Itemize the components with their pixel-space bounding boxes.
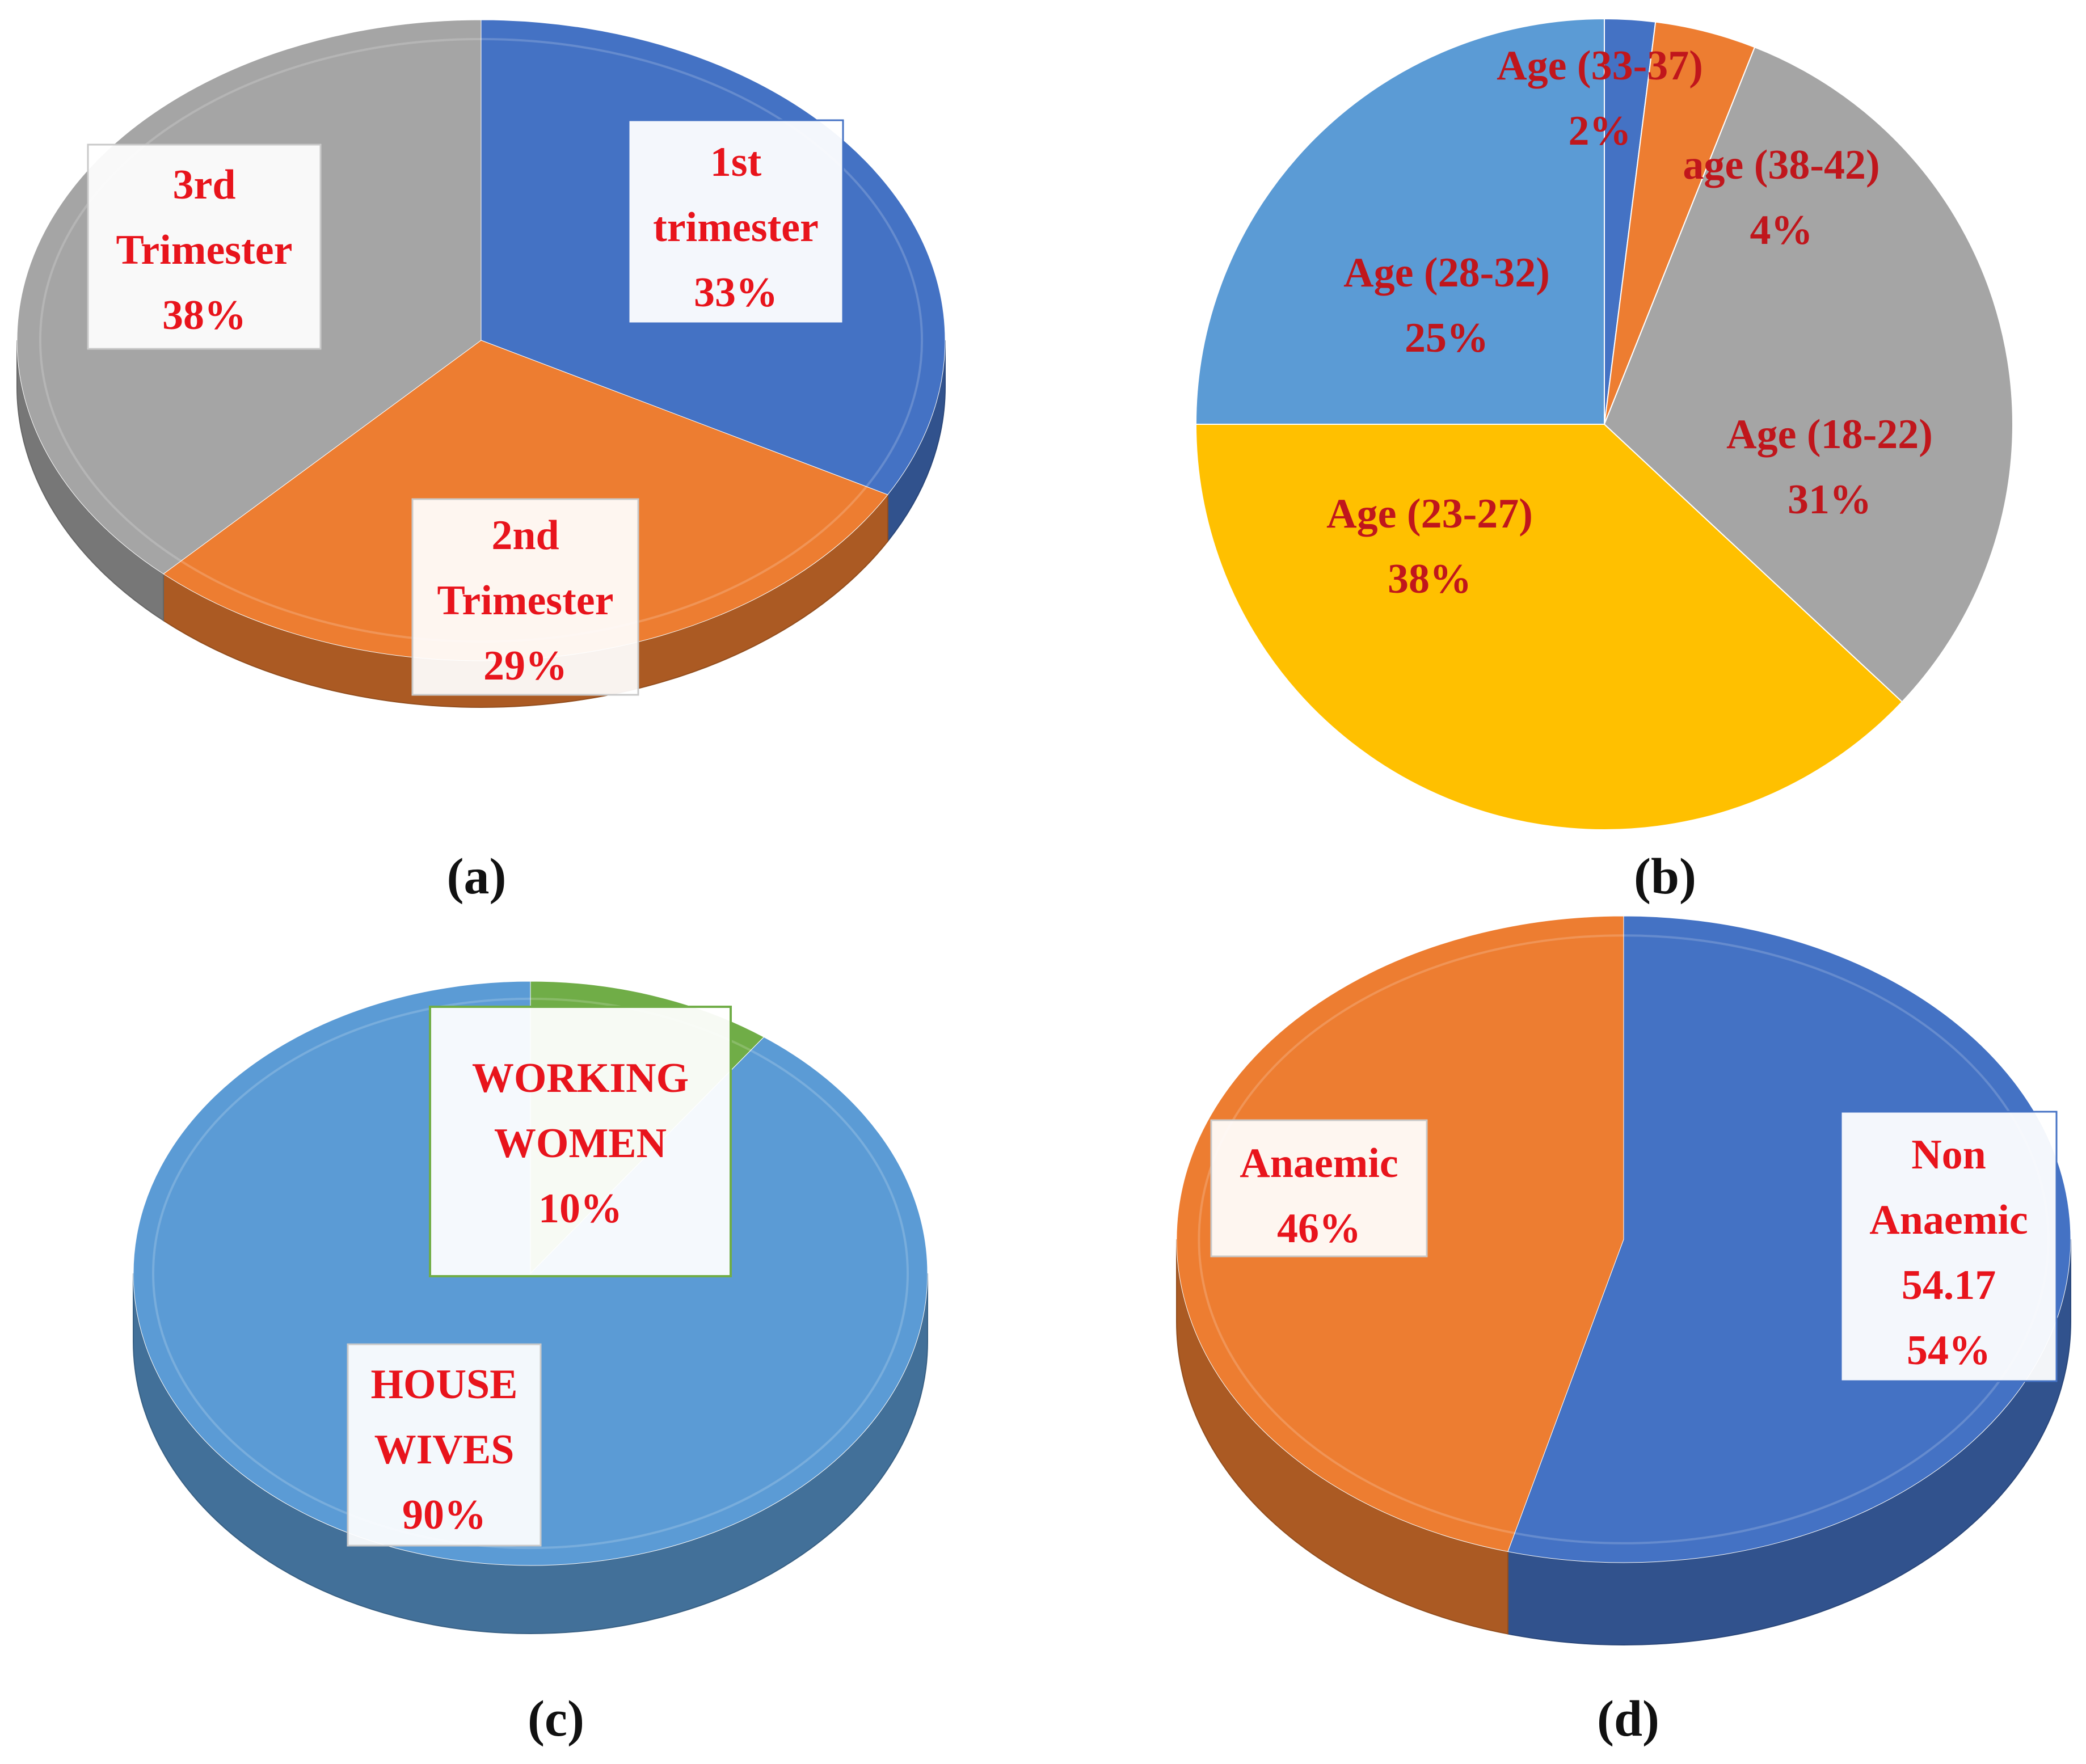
label-line: WOMEN [494,1120,667,1167]
label-house-wives: HOUSE WIVES 90% [347,1343,542,1547]
caption-c: (c) [528,1691,584,1747]
label-age-38-42: age (38-42) 4% [1683,142,1879,254]
label-line: Age (18-22) [1726,411,1933,458]
label-line: Trimester [116,227,293,273]
label-value: 10% [538,1185,622,1232]
label-box [411,498,639,696]
label-age-33-37: Age (33-37) 2% [1497,43,1703,154]
label-line: 3rd [173,162,236,208]
pie-chart-c: WORKING WOMEN 10% HOUSE WIVES 90% (c) [133,981,928,1747]
label-line: Anaemic [1869,1197,2028,1243]
label-anaemic: Anaemic 46% [1210,1119,1428,1257]
label-box [347,1343,542,1547]
label-box [1210,1119,1428,1257]
label-value: 2% [1569,108,1632,154]
label-line: Age (33-37) [1497,43,1703,89]
slice-age-23-27 [1195,424,1903,830]
label-box [627,119,844,324]
slice-age-38-42 [1604,21,1756,425]
label-line: Non [1911,1132,1986,1178]
label-value: 33% [694,269,778,316]
label-line: Age (23-27) [1326,491,1533,537]
label-1st-trimester: 1st trimester 33% [627,119,844,324]
label-line: WIVES [374,1427,515,1473]
label-value: 54% [1907,1327,1991,1374]
label-line: Anaemic [1240,1140,1398,1187]
label-line: HOUSE [370,1361,517,1408]
label-line: 2nd [491,512,559,559]
label-line: WORKING [472,1055,689,1102]
label-line: Trimester [437,577,614,624]
slice-non-anaemic [1507,915,2071,1563]
label-line: trimester [653,204,819,251]
pie-chart-a: 1st trimester 33% 2nd Trimester 29% 3rd … [16,19,946,905]
label-age-28-32: Age (28-32) 25% [1343,250,1550,361]
label-value: 25% [1405,315,1489,361]
caption-d: (d) [1597,1691,1659,1747]
label-line: 1st [710,139,762,185]
label-value: 29% [483,643,567,689]
label-box [87,144,322,350]
slice-age-18-22 [1603,46,2013,703]
label-value: 31% [1788,476,1872,523]
label-non-anaemic: Non Anaemic 54.17 54% [1840,1111,2058,1382]
label-line: age (38-42) [1683,142,1879,188]
caption-b: (b) [1634,849,1696,905]
label-3rd-trimester: 3rd Trimester 38% [87,144,322,350]
label-age-23-27: Age (23-27) 38% [1326,491,1533,602]
label-box [429,1006,732,1277]
caption-a: (a) [447,849,507,905]
label-value: 38% [1388,556,1472,602]
slice-age-28-32 [1195,18,1605,425]
pie-chart-d: Non Anaemic 54.17 54% Anaemic 46% (d) [1176,915,2071,1747]
label-line: Age (28-32) [1343,250,1550,296]
label-value: 4% [1750,207,1813,254]
label-value: 90% [402,1492,486,1538]
label-working-women: WORKING WOMEN 10% [429,1006,732,1277]
label-2nd-trimester: 2nd Trimester 29% [411,498,639,696]
label-box [1840,1111,2058,1382]
label-age-18-22: Age (18-22) 31% [1726,411,1933,523]
label-value: 38% [162,292,246,339]
pie-chart-b: Age (33-37) 2% age (38-42) 4% Age (18-22… [1195,18,2013,905]
label-value: 46% [1277,1205,1361,1252]
pie-bevel [152,997,909,1550]
label-line: 54.17 [1902,1262,1996,1309]
